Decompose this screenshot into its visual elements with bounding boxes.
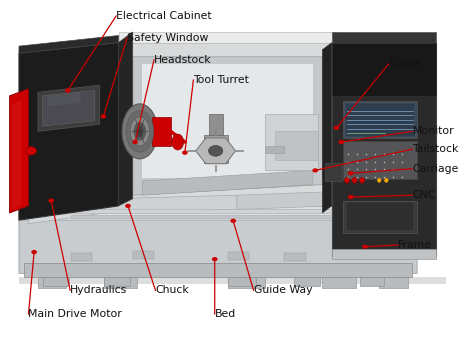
Circle shape [212,257,218,261]
Circle shape [31,250,37,254]
Bar [284,253,306,261]
Polygon shape [12,99,21,209]
Polygon shape [325,163,342,181]
Circle shape [25,147,36,155]
Polygon shape [118,43,341,206]
Bar [343,141,417,179]
Circle shape [65,88,71,93]
Circle shape [312,168,318,173]
Text: Cover: Cover [389,59,421,69]
Bar [133,251,154,259]
Ellipse shape [134,122,146,140]
Polygon shape [118,32,341,43]
Bar [228,252,249,260]
Bar [346,202,414,231]
Polygon shape [19,36,118,53]
Bar [343,101,417,138]
Polygon shape [71,209,389,213]
Ellipse shape [352,178,357,183]
Polygon shape [204,135,228,163]
Circle shape [334,126,339,130]
Polygon shape [19,277,446,284]
Bar [104,272,137,288]
Ellipse shape [172,134,184,150]
Ellipse shape [136,126,144,137]
Polygon shape [332,43,436,256]
Polygon shape [28,199,104,224]
Ellipse shape [377,178,381,182]
Polygon shape [322,43,332,213]
Circle shape [362,245,368,249]
Polygon shape [19,192,417,220]
Circle shape [348,195,354,199]
Bar [322,272,356,288]
Text: Frame: Frame [398,240,432,250]
Bar [43,272,69,286]
Text: Bed: Bed [215,309,236,319]
Bar [379,272,408,288]
Text: Carriage: Carriage [412,164,459,174]
Text: Tailstock: Tailstock [412,144,459,154]
Circle shape [230,219,236,223]
Text: Tool Turret: Tool Turret [193,75,249,85]
Ellipse shape [126,110,154,152]
Text: Electrical Cabinet: Electrical Cabinet [116,11,212,21]
Circle shape [209,146,223,156]
Polygon shape [118,32,133,206]
Text: Chuck: Chuck [155,285,189,295]
Polygon shape [19,206,417,273]
Bar [38,272,66,288]
Bar [71,253,92,261]
Polygon shape [71,215,389,218]
Bar [360,272,384,286]
Ellipse shape [344,178,350,183]
Circle shape [48,198,54,203]
Polygon shape [43,91,95,126]
Ellipse shape [130,117,149,146]
Bar [228,272,256,286]
Circle shape [100,114,106,119]
Text: Monitor: Monitor [412,126,454,136]
Bar [345,103,415,137]
Polygon shape [152,117,171,146]
Circle shape [125,204,131,208]
Polygon shape [265,114,318,170]
Polygon shape [38,85,100,131]
Polygon shape [332,32,436,43]
Circle shape [348,171,354,175]
Text: Headstock: Headstock [154,55,212,65]
Text: Main Drive Motor: Main Drive Motor [28,309,122,319]
Polygon shape [104,195,237,213]
Text: CNC: CNC [412,190,436,200]
Circle shape [132,140,138,144]
Bar [343,201,417,233]
Bar [228,272,265,288]
Polygon shape [209,114,223,135]
Polygon shape [47,92,81,106]
Circle shape [338,140,344,144]
Ellipse shape [359,178,365,183]
Text: Guide Way: Guide Way [254,285,312,295]
Polygon shape [142,170,313,195]
Polygon shape [332,248,436,259]
Text: Hydraulics: Hydraulics [70,285,128,295]
Polygon shape [275,131,318,160]
Bar [294,272,320,286]
Polygon shape [9,89,28,213]
Ellipse shape [122,104,157,159]
Polygon shape [332,43,436,96]
Bar [104,272,130,286]
Polygon shape [265,146,284,153]
Polygon shape [196,138,236,164]
Polygon shape [142,64,313,178]
Circle shape [182,151,188,155]
Ellipse shape [384,178,388,182]
Polygon shape [19,43,118,220]
Polygon shape [24,263,412,277]
Polygon shape [133,57,322,195]
Polygon shape [237,192,332,209]
Text: Safety Window: Safety Window [127,33,209,43]
